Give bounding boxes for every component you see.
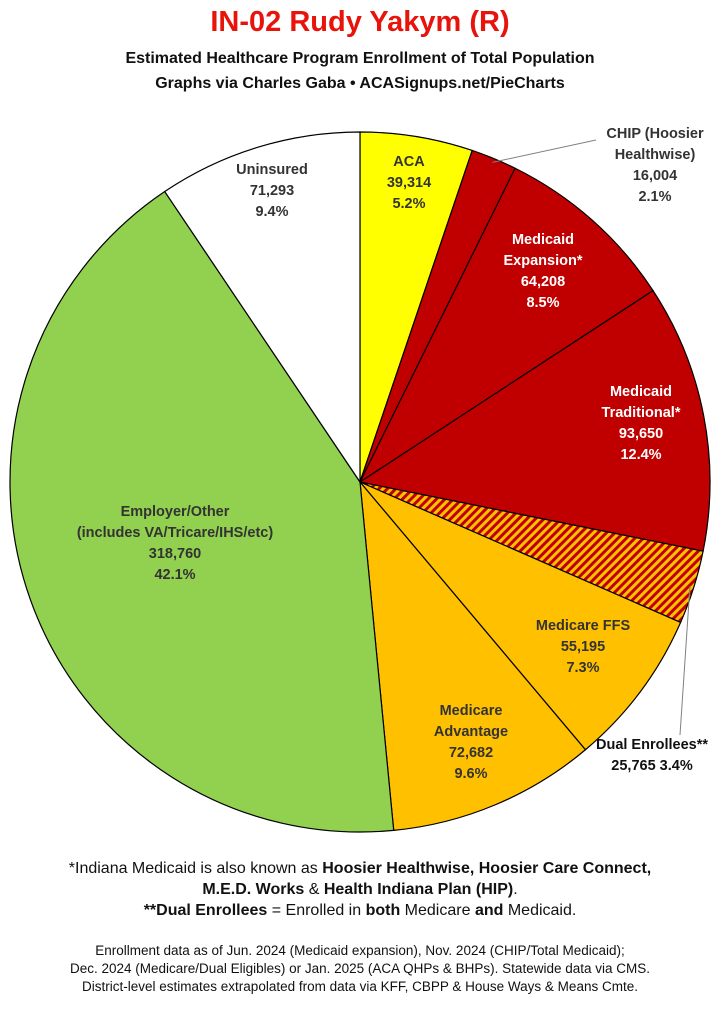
slice-label-line: 93,650	[619, 426, 663, 442]
chart-credit: Graphs via Charles Gaba • ACASignups.net…	[155, 75, 565, 92]
slice-label-line: 39,314	[387, 175, 431, 191]
chart-subtitle: Estimated Healthcare Program Enrollment …	[125, 50, 595, 67]
slice-label-dual: Dual Enrollees** 25,765 3.4%	[596, 737, 708, 774]
slice-label-line: 7.3%	[566, 660, 599, 676]
slice-label-line: 318,760	[149, 546, 201, 562]
pie-slice-medicaid-expansion	[358, 167, 654, 484]
slice-label-line: Employer/Other	[121, 504, 230, 520]
slice-label-line: 71,293	[250, 183, 294, 199]
slice-label-line: Dual Enrollees**	[596, 737, 708, 753]
slice-label-line: 25,765 3.4%	[611, 758, 693, 774]
footnote-dual-enrollees: **Dual Enrollees = Enrolled in both Medi…	[143, 902, 577, 919]
slice-label-line: Expansion*	[504, 253, 583, 269]
footnote-medicaid-line1: *Indiana Medicaid is also known as Hoosi…	[68, 860, 652, 877]
slice-label-medicare-ffs: Medicare FFS 55,195 7.3%	[536, 618, 631, 676]
pie-slice-employer	[9, 190, 395, 833]
pie-slice-medicare-ffs	[359, 481, 682, 751]
slice-label-line: 42.1%	[154, 567, 195, 583]
slice-label-line: Healthwise)	[615, 147, 696, 163]
pie-slice-uninsured	[163, 131, 361, 484]
slice-label-uninsured: Uninsured 71,293 9.4%	[236, 162, 308, 220]
slice-label-line: 2.1%	[638, 189, 671, 205]
slice-label-line: CHIP (Hoosier	[606, 126, 704, 142]
slice-label-line: Advantage	[434, 724, 508, 740]
slice-label-line: 64,208	[521, 274, 565, 290]
slice-label-line: ACA	[393, 154, 425, 170]
slice-label-medicare-advantage: Medicare Advantage 72,682 9.6%	[434, 703, 508, 782]
leader-line-chip	[492, 139, 597, 163]
source-note-line2: Dec. 2024 (Medicare/Dual Eligibles) or J…	[70, 961, 650, 976]
leader-line-dual	[679, 586, 691, 736]
pie-slice-medicare-advantage	[359, 480, 587, 832]
slice-label-line: Medicaid	[610, 384, 672, 400]
slice-label-line: (includes VA/Tricare/IHS/etc)	[77, 525, 274, 541]
source-note-line3: District-level estimates extrapolated fr…	[82, 979, 638, 994]
slice-label-line: 9.6%	[454, 766, 487, 782]
slice-label-line: Medicaid	[512, 232, 574, 248]
pie-chart: ACA 39,314 5.2% CHIP (Hoosier Healthwise) 16,…	[9, 126, 711, 833]
slice-label-line: Medicare FFS	[536, 618, 631, 634]
slice-label-line: 8.5%	[526, 295, 559, 311]
slice-label-line: Traditional*	[602, 405, 681, 421]
slice-label-medicaid-traditional: Medicaid Traditional* 93,650 12.4%	[602, 384, 681, 463]
slice-label-line: 12.4%	[620, 447, 661, 463]
chart-title: IN-02 Rudy Yakym (R)	[210, 6, 510, 38]
footnote-medicaid-line2: M.E.D. Works & Health Indiana Plan (HIP)…	[202, 881, 518, 898]
pie-slice-medicaid-traditional	[358, 289, 711, 552]
slice-label-line: 5.2%	[392, 196, 425, 212]
slice-label-line: 16,004	[633, 168, 677, 184]
slice-label-aca: ACA 39,314 5.2%	[387, 154, 431, 212]
slice-label-medicaid-expansion: Medicaid Expansion* 64,208 8.5%	[504, 232, 583, 311]
slice-label-line: Uninsured	[236, 162, 308, 178]
slice-label-line: 55,195	[561, 639, 605, 655]
slice-label-employer: Employer/Other (includes VA/Tricare/IHS/e…	[77, 504, 274, 583]
source-note-line1: Enrollment data as of Jun. 2024 (Medicai…	[95, 943, 625, 958]
slice-label-line: 72,682	[449, 745, 493, 761]
slice-label-line: Medicare	[440, 703, 503, 719]
slice-label-line: 9.4%	[255, 204, 288, 220]
slice-label-chip: CHIP (Hoosier Healthwise) 16,004 2.1%	[606, 126, 704, 205]
